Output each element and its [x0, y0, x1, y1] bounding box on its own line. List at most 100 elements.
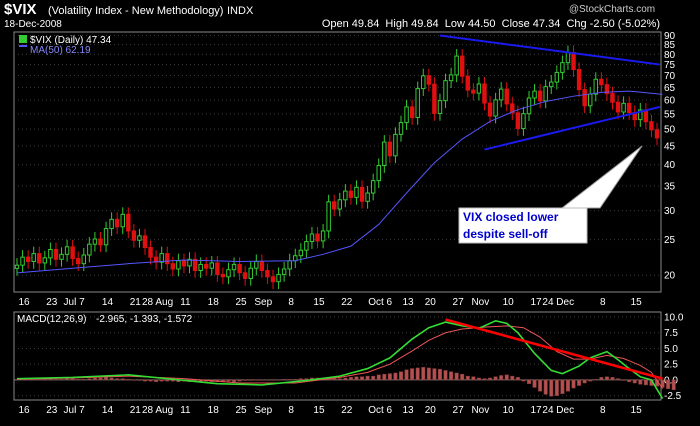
price-x-tick: 23 [46, 297, 58, 308]
macd-histogram-bar [560, 379, 565, 394]
macd-x-tick: Sep [254, 405, 272, 416]
candle-body [298, 249, 304, 257]
candle-body [337, 199, 343, 210]
candle-body [159, 253, 164, 263]
candle-body [493, 99, 498, 117]
candle-body [543, 86, 548, 102]
ma-legend-label: MA(50) 62.19 [30, 45, 91, 56]
macd-histogram-bar [471, 376, 476, 381]
candle-body [98, 238, 103, 246]
price-x-tick: Sep [254, 297, 272, 308]
price-x-tick: 13 [402, 297, 414, 308]
macd-histogram-bar [298, 378, 303, 381]
price-y-tick: 55 [664, 109, 676, 120]
macd-histogram-bar [154, 379, 159, 383]
macd-x-tick: 23 [46, 405, 58, 416]
macd-histogram-bar [510, 375, 515, 381]
annotation-box [458, 207, 588, 244]
candle-body [31, 253, 36, 262]
price-legend-swatch [19, 35, 27, 43]
candle-body [87, 243, 92, 256]
macd-histogram-bar [237, 379, 242, 382]
macd-line [16, 319, 664, 399]
macd-histogram-bar [476, 377, 481, 381]
price-legend-label: $VIX (Daily) 47.34 [30, 35, 112, 46]
macd-histogram-bar [37, 379, 42, 381]
price-y-tick: 85 [664, 40, 676, 51]
candle-body [448, 74, 454, 82]
macd-y-tick: 5.0 [664, 344, 678, 355]
candle-body [304, 241, 309, 251]
candle-body [176, 260, 181, 270]
price-y-tick: 80 [664, 50, 676, 61]
price-x-tick: 15 [631, 297, 643, 308]
macd-histogram-bar [371, 375, 376, 381]
candle-body [137, 235, 142, 241]
macd-histogram-bar [76, 379, 81, 381]
macd-x-tick: 27 [453, 405, 465, 416]
macd-histogram-bar [87, 378, 92, 381]
macd-histogram-bar [248, 379, 253, 381]
macd-histogram-bar [449, 371, 454, 381]
macd-legend-label: MACD(12,26,9) [17, 314, 86, 325]
annotation-line1: VIX closed lower [463, 210, 559, 224]
candle-body [331, 201, 337, 210]
macd-histogram-bar [527, 379, 531, 384]
macd-histogram-bar [627, 379, 632, 383]
price-legend: $VIX (Daily) 47.34 MA(50) 62.19 [19, 35, 112, 56]
candle-body [231, 263, 237, 271]
price-x-tick: 20 [425, 297, 437, 308]
macd-x-tick: 21 [130, 405, 142, 416]
candle-body [587, 93, 593, 107]
macd-histogram-bar [104, 377, 109, 381]
price-x-tick: 16 [18, 297, 30, 308]
macd-x-axis: 16 23 Jul 7 14 21 28 Aug 11 18 25 Sep 8 15 22 Oct 6 13… [18, 405, 642, 416]
macd-histogram-bar [660, 379, 665, 388]
candle-body [576, 69, 582, 91]
price-y-tick: 90 [664, 31, 676, 42]
candle-body [48, 249, 53, 259]
candle-body [459, 55, 465, 77]
price-x-tick: 27 [453, 297, 465, 308]
macd-x-tick: Oct 6 [368, 405, 392, 416]
candle-body [515, 112, 521, 130]
candle-body [409, 106, 415, 119]
macd-histogram-bar [360, 376, 365, 381]
candle-body [131, 230, 137, 241]
macd-histogram-bar [426, 367, 431, 381]
macd-x-tick: Jul 7 [64, 405, 86, 416]
macd-histogram-bar [521, 379, 526, 382]
price-x-tick: 17 [530, 297, 542, 308]
macd-histogram-bar [577, 379, 582, 386]
macd-histogram-bar [421, 367, 426, 381]
candle-body [376, 165, 381, 182]
price-x-tick: 14 [102, 297, 114, 308]
price-x-tick: 11 [180, 297, 191, 308]
macd-histogram-bar [382, 373, 387, 381]
candle-body [326, 201, 331, 232]
candle-body [14, 264, 20, 269]
candle-body [254, 260, 259, 269]
macd-histogram-bar [276, 379, 281, 381]
candle-body [537, 90, 543, 102]
macd-histogram-bar [226, 379, 231, 382]
candle-body [554, 71, 560, 83]
price-y-tick: 75 [664, 60, 676, 71]
macd-histogram-bar [254, 379, 259, 381]
price-y-tick: 20 [664, 271, 676, 282]
candle-body [638, 109, 643, 121]
macd-histogram-bar [115, 378, 120, 381]
macd-histogram-bar [70, 378, 75, 381]
candle-body [192, 258, 198, 271]
macd-histogram-bar [437, 368, 442, 381]
upper-trendline [439, 34, 661, 66]
candle-body [181, 260, 187, 267]
candle-body [37, 253, 42, 264]
candle-body [287, 260, 292, 270]
price-y-tick: 30 [664, 206, 676, 217]
macd-legend: MACD(12,26,9) -2.965, -1.393, -1.572 [17, 314, 193, 325]
candle-body [443, 80, 448, 102]
macd-histogram-bar [131, 379, 136, 381]
macd-histogram-bar [532, 379, 537, 388]
